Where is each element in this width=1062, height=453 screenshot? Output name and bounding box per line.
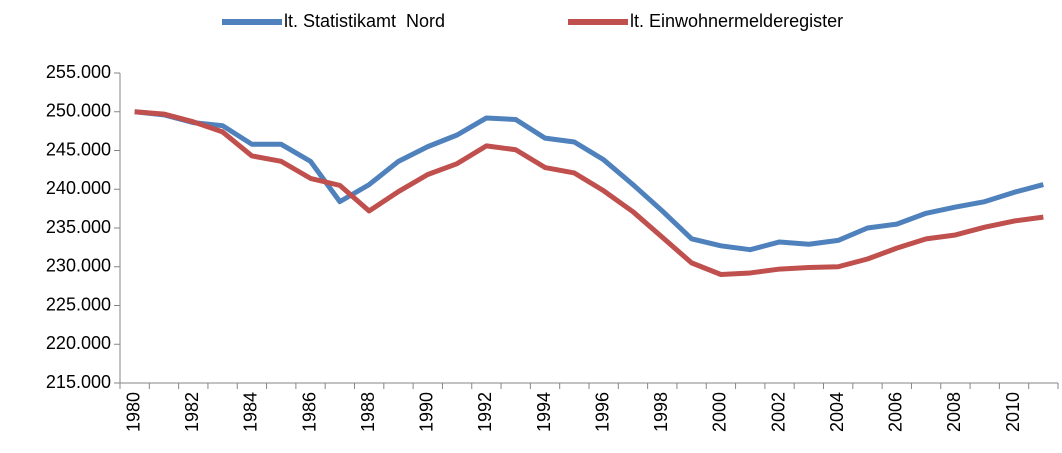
x-tick-label: 1980 [123,392,143,432]
series-line [134,109,1044,253]
legend-label: lt. Statistikamt Nord [284,11,445,31]
x-tick-label: 1990 [417,392,437,432]
x-tick-label: 2002 [768,392,788,432]
series-line [134,109,1044,277]
x-tick-label: 2006 [886,392,906,432]
x-tick-label: 2008 [944,392,964,432]
x-tick-label: 1982 [182,392,202,432]
y-tick-label: 220.000 [46,333,111,353]
x-tick-label: 1996 [592,392,612,432]
x-tick-label: 1986 [299,392,319,432]
x-tick-label: 1984 [241,392,261,432]
y-tick-label: 250.000 [46,101,111,121]
y-tick-label: 225.000 [46,294,111,314]
y-tick-label: 255.000 [46,62,111,82]
y-tick-label: 230.000 [46,256,111,276]
y-tick-label: 245.000 [46,139,111,159]
x-tick-label: 1988 [358,392,378,432]
y-tick-label: 215.000 [46,372,111,392]
x-tick-label: 1994 [534,392,554,432]
x-tick-label: 2004 [827,392,847,432]
x-tick-label: 1992 [475,392,495,432]
x-tick-label: 2010 [1003,392,1023,432]
x-tick-label: 2000 [710,392,730,432]
y-tick-label: 235.000 [46,217,111,237]
legend-label: lt. Einwohnermelderegister [630,11,843,31]
y-tick-label: 240.000 [46,178,111,198]
x-tick-label: 1998 [651,392,671,432]
